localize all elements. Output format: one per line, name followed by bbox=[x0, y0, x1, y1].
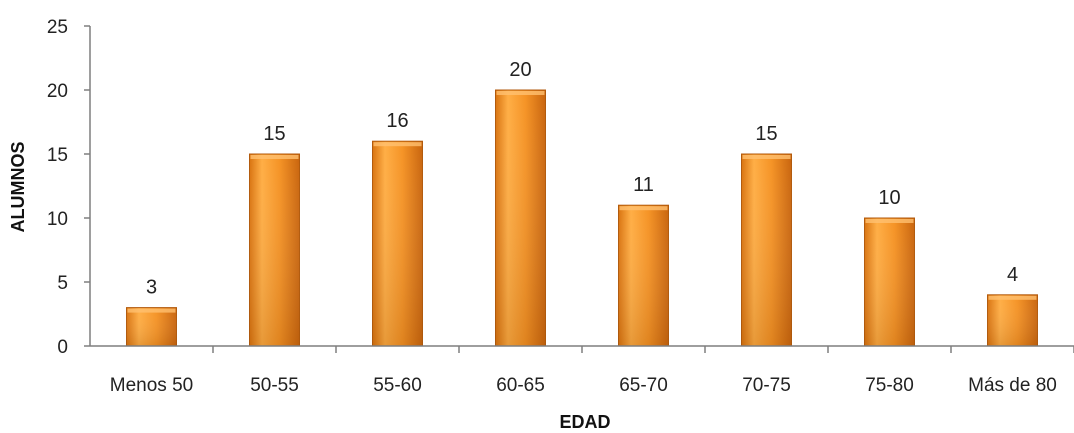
x-axis-ticks: Menos 50 50-55 55-60 60-65 65-70 70-75 75-80 Má… bbox=[110, 346, 1074, 396]
bar bbox=[864, 217, 915, 347]
x-axis-title: EDAD bbox=[559, 412, 610, 432]
x-tick-label: 75-80 bbox=[865, 375, 914, 396]
bar-bevel bbox=[742, 155, 791, 159]
y-tick-label: 20 bbox=[47, 81, 68, 102]
bar-shade bbox=[864, 218, 915, 346]
y-tick-label: 0 bbox=[57, 337, 68, 358]
bar-value-label: 15 bbox=[755, 123, 777, 145]
bar-bevel bbox=[619, 206, 668, 211]
bar-shade bbox=[987, 294, 1038, 346]
bar-bevel bbox=[988, 295, 1037, 300]
bar-shade bbox=[495, 90, 546, 346]
x-tick-label: 50-55 bbox=[250, 375, 299, 396]
bar bbox=[372, 140, 423, 347]
y-tick-label: 10 bbox=[47, 209, 68, 230]
y-tick-label: 25 bbox=[47, 17, 68, 38]
bar-value-label: 3 bbox=[146, 277, 157, 299]
bar-shade bbox=[741, 154, 792, 346]
x-tick-label: Más de 80 bbox=[968, 375, 1057, 396]
bar bbox=[249, 153, 300, 347]
data-labels: 3 15 16 20 11 15 10 4 bbox=[146, 59, 1018, 299]
bar-value-label: 11 bbox=[633, 174, 654, 196]
bar-bevel bbox=[373, 142, 422, 147]
bar-value-label: 20 bbox=[509, 59, 531, 81]
bar-bevel bbox=[865, 219, 914, 223]
bar-shade bbox=[372, 141, 423, 346]
x-tick-label: Menos 50 bbox=[110, 375, 193, 396]
bar-value-label: 4 bbox=[1007, 264, 1018, 286]
y-axis-title: ALUMNOS bbox=[8, 142, 28, 233]
bar bbox=[741, 153, 792, 347]
bar-shade bbox=[618, 205, 669, 346]
bar-bevel bbox=[250, 155, 299, 159]
bar-value-label: 10 bbox=[878, 187, 900, 209]
bar-shade bbox=[249, 154, 300, 346]
bars bbox=[126, 89, 1038, 347]
y-tick-label: 5 bbox=[57, 273, 68, 294]
x-tick-label: 65-70 bbox=[619, 375, 668, 396]
x-tick-label: 70-75 bbox=[742, 375, 791, 396]
bar bbox=[618, 204, 669, 347]
bar-value-label: 15 bbox=[263, 123, 285, 145]
bar bbox=[126, 307, 177, 347]
bar bbox=[987, 294, 1038, 347]
y-tick-label: 15 bbox=[47, 145, 68, 166]
x-tick-label: 60-65 bbox=[496, 375, 545, 396]
bar-shade bbox=[126, 307, 177, 346]
bar-bevel bbox=[127, 308, 176, 313]
y-axis-ticks: 0 5 10 15 20 25 bbox=[47, 17, 90, 358]
bar bbox=[495, 89, 546, 347]
bar-bevel bbox=[496, 91, 545, 95]
bar-value-label: 16 bbox=[386, 110, 408, 132]
x-tick-label: 55-60 bbox=[373, 375, 422, 396]
